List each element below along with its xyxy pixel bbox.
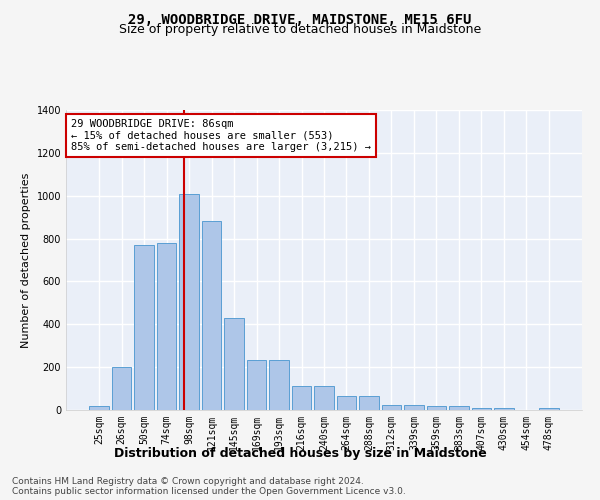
Bar xyxy=(269,360,289,410)
Bar xyxy=(427,406,446,410)
Bar xyxy=(89,406,109,410)
Bar xyxy=(449,406,469,410)
Bar xyxy=(494,408,514,410)
Text: 29, WOODBRIDGE DRIVE, MAIDSTONE, ME15 6FU: 29, WOODBRIDGE DRIVE, MAIDSTONE, ME15 6F… xyxy=(128,12,472,26)
Bar xyxy=(157,243,176,410)
Text: Contains public sector information licensed under the Open Government Licence v3: Contains public sector information licen… xyxy=(12,488,406,496)
Bar xyxy=(224,318,244,410)
Bar xyxy=(247,360,266,410)
Bar xyxy=(359,396,379,410)
Bar xyxy=(292,386,311,410)
Text: 29 WOODBRIDGE DRIVE: 86sqm
← 15% of detached houses are smaller (553)
85% of sem: 29 WOODBRIDGE DRIVE: 86sqm ← 15% of deta… xyxy=(71,119,371,152)
Text: Contains HM Land Registry data © Crown copyright and database right 2024.: Contains HM Land Registry data © Crown c… xyxy=(12,478,364,486)
Y-axis label: Number of detached properties: Number of detached properties xyxy=(21,172,31,348)
Bar xyxy=(404,404,424,410)
Text: Size of property relative to detached houses in Maidstone: Size of property relative to detached ho… xyxy=(119,22,481,36)
Bar xyxy=(112,367,131,410)
Bar xyxy=(472,408,491,410)
Bar xyxy=(337,396,356,410)
Bar xyxy=(134,245,154,410)
Bar xyxy=(382,404,401,410)
Text: Distribution of detached houses by size in Maidstone: Distribution of detached houses by size … xyxy=(113,448,487,460)
Bar xyxy=(202,222,221,410)
Bar xyxy=(179,194,199,410)
Bar xyxy=(314,386,334,410)
Bar xyxy=(539,408,559,410)
